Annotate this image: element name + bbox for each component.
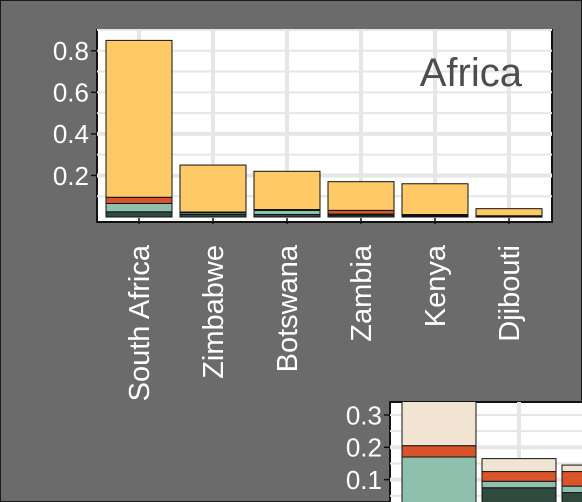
bar-segment: [106, 212, 172, 217]
bar-segment: [106, 203, 172, 211]
y-tick-label: 0.4: [53, 119, 89, 149]
y-axis: 0.10.20.3: [346, 400, 390, 495]
panel-second: 0.10.20.3: [346, 397, 582, 502]
y-tick-label: 0.2: [346, 433, 382, 463]
y-tick-label: 0.3: [346, 400, 382, 430]
bar-segment: [402, 397, 476, 446]
y-tick-label: 0.8: [53, 36, 89, 66]
bar-segment: [402, 457, 476, 502]
bar-segment: [482, 472, 556, 482]
bar-segment: [106, 197, 172, 203]
bar-segment: [254, 210, 320, 214]
x-tick-label: Zimbabwe: [198, 245, 230, 379]
panel-title: Africa: [420, 51, 523, 95]
bar-segment: [482, 481, 556, 487]
y-tick-label: 0.2: [53, 161, 89, 191]
bar-segment: [402, 184, 468, 215]
x-tick-label: South Africa: [124, 244, 156, 401]
bar-segment: [328, 210, 394, 214]
y-axis: 0.2 0.4 0.6 0.8: [53, 36, 97, 191]
bar-segment: [562, 486, 582, 492]
y-tick-label: 0.1: [346, 465, 382, 495]
y-tick-label: 0.6: [53, 78, 89, 108]
bar-segment: [482, 459, 556, 472]
x-tick-label: Kenya: [420, 244, 452, 327]
panel-africa: 0.2 0.4 0.6 0.8 South Africa Zimbabwe Botswan…: [53, 30, 552, 401]
bar-segment: [476, 209, 542, 216]
x-tick-label: Djibouti: [494, 245, 526, 342]
bar-segment: [328, 182, 394, 211]
x-axis: South Africa Zimbabwe Botswana Zambia Kenya D…: [124, 218, 526, 401]
bar-segment: [562, 472, 582, 487]
bar-segment: [562, 465, 582, 471]
bar-segment: [180, 165, 246, 212]
bar-segment: [562, 493, 582, 502]
bar-segment: [106, 40, 172, 197]
bar-segment: [254, 171, 320, 209]
x-tick-label: Zambia: [346, 244, 378, 342]
bar-segment: [402, 446, 476, 457]
x-tick-label: Botswana: [272, 244, 304, 372]
bar-segment: [482, 488, 556, 502]
